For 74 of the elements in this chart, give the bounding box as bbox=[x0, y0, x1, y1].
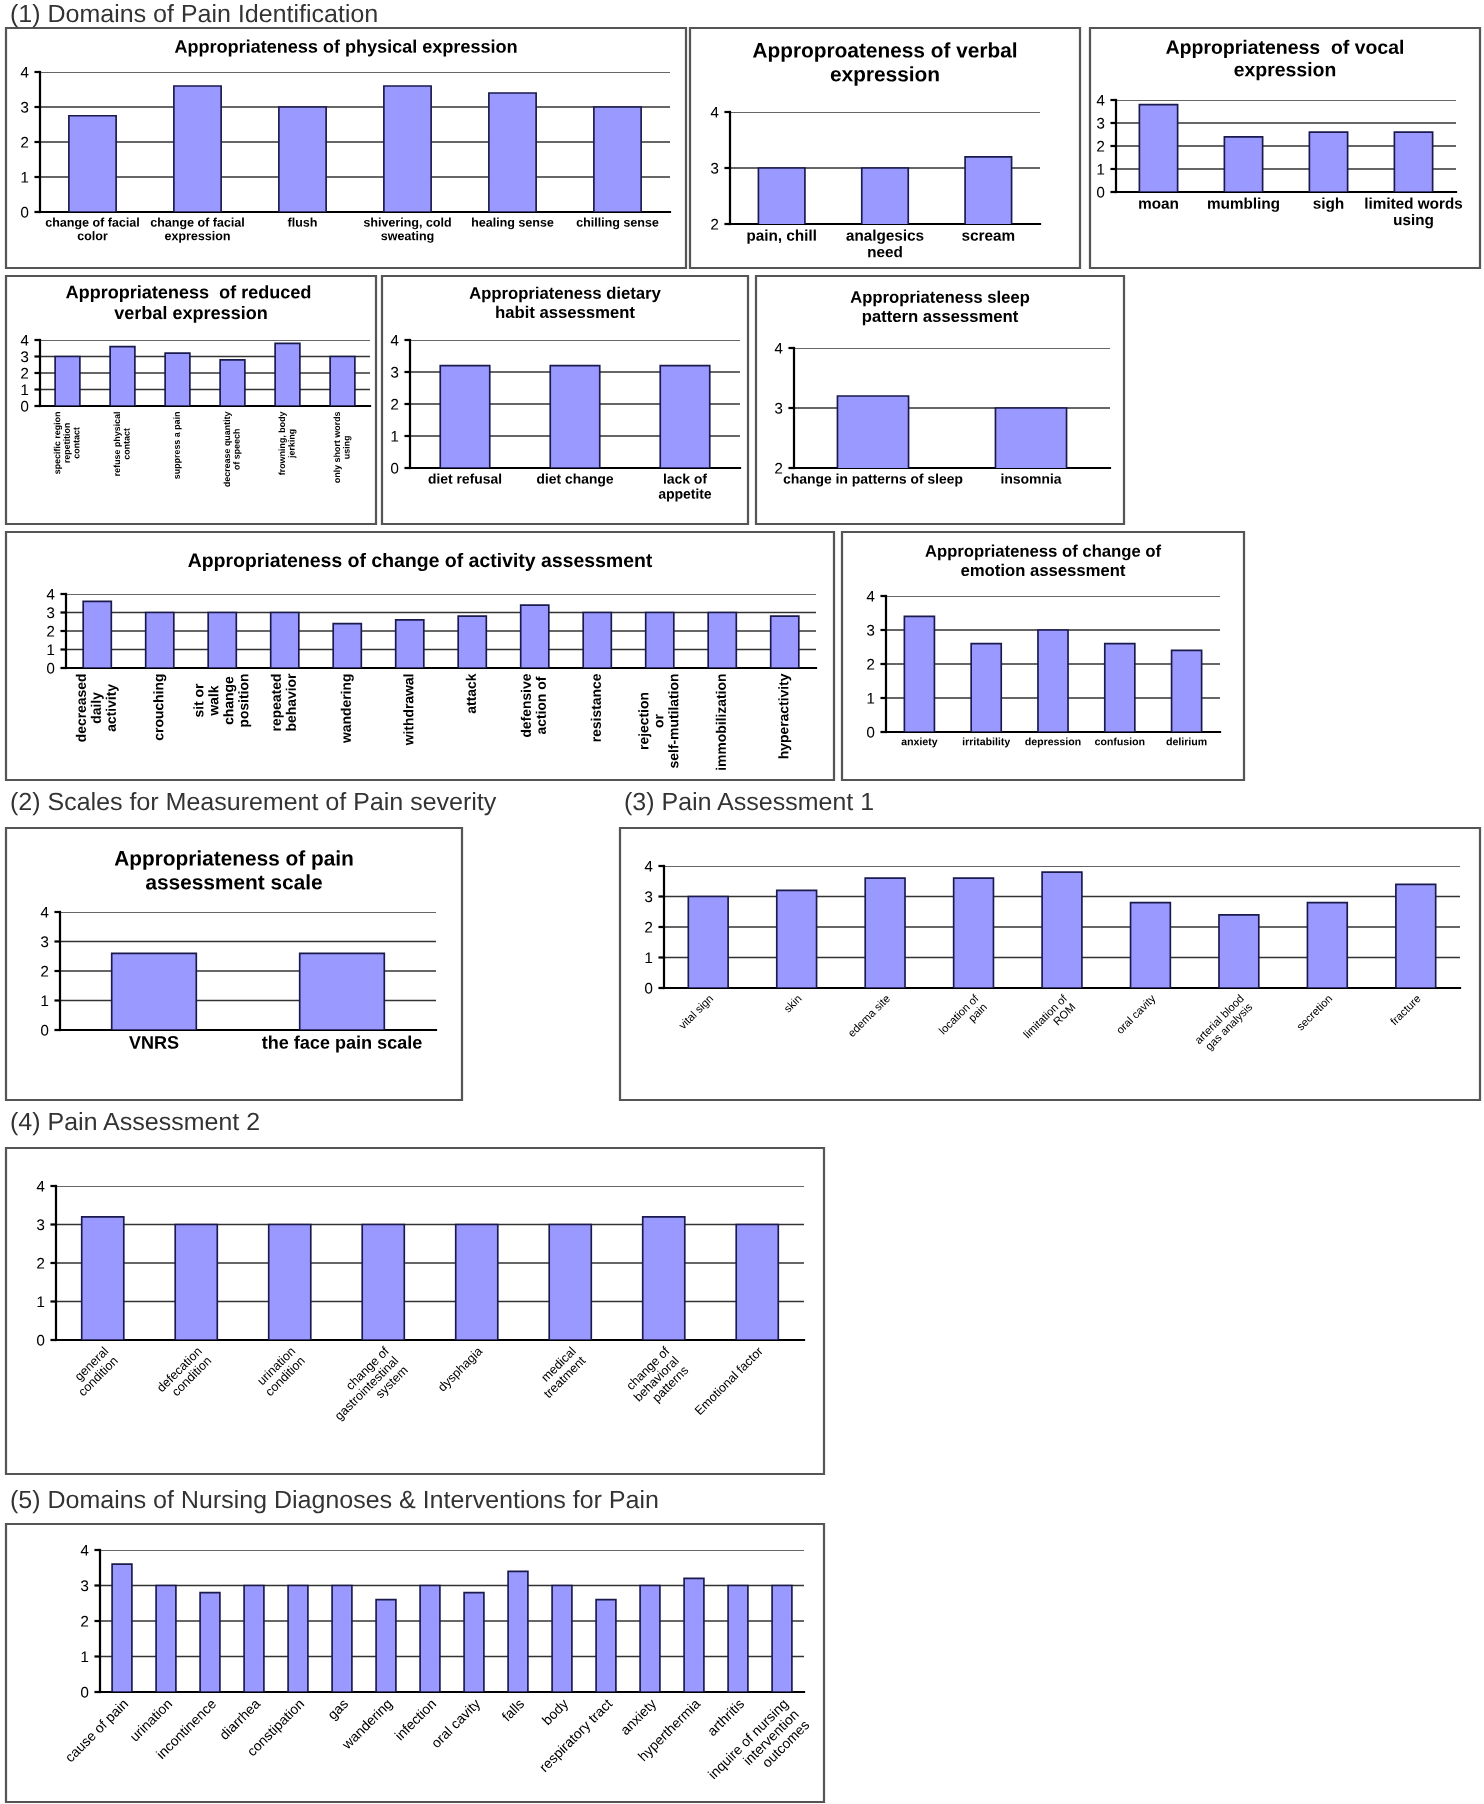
bar bbox=[109, 345, 136, 406]
bar bbox=[595, 1598, 617, 1692]
bar bbox=[727, 1584, 749, 1692]
bar bbox=[683, 1577, 705, 1692]
bar bbox=[155, 1584, 177, 1692]
chart-title: Appropriateness of pain assessment scale bbox=[114, 850, 353, 890]
chart-title: Appropriateness of physical expression bbox=[174, 39, 517, 57]
bar bbox=[1170, 649, 1203, 732]
bar bbox=[1129, 901, 1172, 988]
x-tick-label: VNRS bbox=[129, 1036, 179, 1049]
bar bbox=[1395, 883, 1437, 988]
x-tick-label: the face pain scale bbox=[261, 1035, 422, 1053]
bar bbox=[383, 85, 432, 212]
bar bbox=[519, 604, 550, 668]
bar bbox=[769, 615, 800, 668]
bar bbox=[457, 615, 488, 668]
bar bbox=[952, 877, 995, 988]
bar bbox=[582, 611, 613, 668]
bar bbox=[639, 1584, 661, 1692]
bar bbox=[274, 342, 301, 406]
bar bbox=[507, 1570, 529, 1692]
bar bbox=[1103, 642, 1136, 732]
bar bbox=[864, 877, 906, 988]
bar bbox=[463, 1591, 485, 1692]
text: (1) Domains of Pain Identification bbox=[11, 4, 377, 28]
bar bbox=[111, 1563, 133, 1692]
bar bbox=[593, 106, 642, 212]
chart-title: Appropriateness of change of activity assessment bbox=[188, 552, 653, 572]
bar bbox=[144, 611, 175, 668]
chart-title: Appropriateness of vocal expression bbox=[1166, 39, 1404, 81]
bar bbox=[287, 1584, 309, 1692]
text: (2) Scales for Measurement of Pain severity bbox=[11, 792, 497, 816]
bar bbox=[687, 895, 729, 988]
bar bbox=[394, 619, 425, 668]
text: (4) Pain Assessment 2 bbox=[11, 1112, 259, 1136]
bar bbox=[82, 600, 113, 668]
bar bbox=[644, 611, 675, 668]
text: (5) Domains of Nursing Diagnoses & Interventions for Pain bbox=[11, 1490, 658, 1514]
bar bbox=[771, 1584, 793, 1692]
bar bbox=[207, 611, 238, 668]
bar bbox=[1138, 103, 1179, 192]
bar bbox=[1041, 871, 1083, 988]
bar bbox=[1393, 131, 1434, 192]
bar bbox=[375, 1598, 397, 1692]
bar bbox=[775, 889, 818, 988]
bar bbox=[164, 352, 191, 406]
bar bbox=[331, 1584, 353, 1692]
bar bbox=[329, 355, 356, 406]
chart-title: Appropriateness of change of emotion assessment bbox=[925, 544, 1162, 577]
bar bbox=[551, 1584, 573, 1692]
bar bbox=[219, 358, 246, 406]
bar bbox=[707, 611, 738, 668]
bar bbox=[970, 642, 1003, 732]
chart-title: Appropriateness dietary habit assessment bbox=[469, 286, 661, 319]
chart-title: Approproateness of verbal expression bbox=[752, 42, 1017, 86]
bar bbox=[903, 615, 936, 732]
text: (3) Pain Assessment 1 bbox=[625, 792, 873, 816]
bar bbox=[332, 622, 363, 668]
bar bbox=[173, 85, 222, 212]
bar bbox=[1306, 901, 1349, 988]
bar bbox=[1037, 629, 1069, 732]
bar bbox=[1223, 135, 1264, 192]
bar bbox=[278, 106, 327, 212]
bar bbox=[1218, 913, 1260, 988]
bar bbox=[488, 92, 537, 212]
chart-title: Appropriateness of reduced verbal expression bbox=[66, 285, 311, 323]
bar bbox=[199, 1591, 221, 1692]
bar bbox=[1308, 131, 1349, 192]
bar bbox=[68, 114, 117, 212]
bar bbox=[243, 1584, 265, 1692]
bar bbox=[269, 611, 300, 668]
chart-title: Appropriateness sleep pattern assessment bbox=[850, 290, 1030, 326]
bar bbox=[419, 1584, 441, 1692]
bar bbox=[54, 355, 81, 406]
